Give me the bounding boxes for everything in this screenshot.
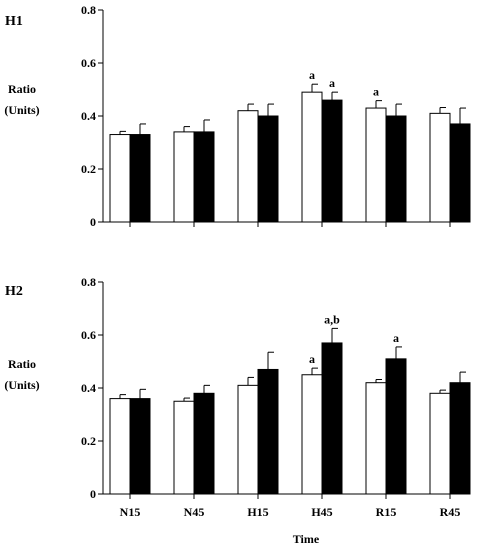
x-category-label: N45: [184, 505, 205, 519]
bar: [193, 131, 215, 223]
y-tick-label: 0.8: [81, 275, 96, 289]
y-tick-label: 0.4: [81, 109, 96, 123]
y-axis-label: Ratio: [8, 357, 36, 371]
significance-label: a: [373, 85, 379, 99]
x-axis-label: Time: [293, 532, 320, 546]
y-tick-label: 0.4: [81, 381, 96, 395]
bar: [109, 134, 131, 223]
y-tick-label: 0.8: [81, 3, 96, 17]
bar: [301, 374, 323, 495]
significance-label: a: [309, 68, 315, 82]
y-axis-label: (Units): [4, 103, 39, 117]
significance-label: a: [393, 331, 399, 345]
x-category-label: R45: [440, 505, 461, 519]
bar: [129, 134, 151, 223]
y-tick-label: 0.6: [81, 328, 96, 342]
bar: [301, 91, 323, 223]
bar: [237, 110, 259, 223]
bar: [429, 112, 451, 223]
y-tick-label: 0.2: [81, 434, 96, 448]
bar: [193, 392, 215, 495]
panel-label: H2: [5, 284, 23, 299]
bar: [429, 392, 451, 495]
bar: [173, 400, 195, 495]
bar: [129, 398, 151, 495]
y-axis-label: Ratio: [8, 82, 36, 96]
significance-label: a: [309, 352, 315, 366]
bar: [449, 123, 471, 223]
bar: [321, 99, 343, 223]
bar: [365, 107, 387, 223]
bar: [449, 382, 471, 495]
y-tick-label: 0: [90, 487, 96, 501]
bar: [173, 131, 195, 223]
significance-label: a: [329, 76, 335, 90]
y-axis-label: (Units): [4, 378, 39, 392]
bar: [237, 384, 259, 495]
x-category-label: R15: [376, 505, 397, 519]
significance-label: a,b: [324, 312, 340, 326]
bar: [257, 368, 279, 495]
x-category-label: N15: [120, 505, 141, 519]
y-tick-label: 0.6: [81, 56, 96, 70]
y-tick-label: 0.2: [81, 162, 96, 176]
bar: [385, 358, 407, 495]
x-category-label: H15: [247, 505, 268, 519]
x-category-label: H45: [311, 505, 332, 519]
bar: [321, 342, 343, 495]
bar: [365, 382, 387, 495]
bar: [385, 115, 407, 223]
bar: [257, 115, 279, 223]
panel-label: H1: [5, 14, 23, 29]
y-tick-label: 0: [90, 215, 96, 229]
bar: [109, 398, 131, 495]
